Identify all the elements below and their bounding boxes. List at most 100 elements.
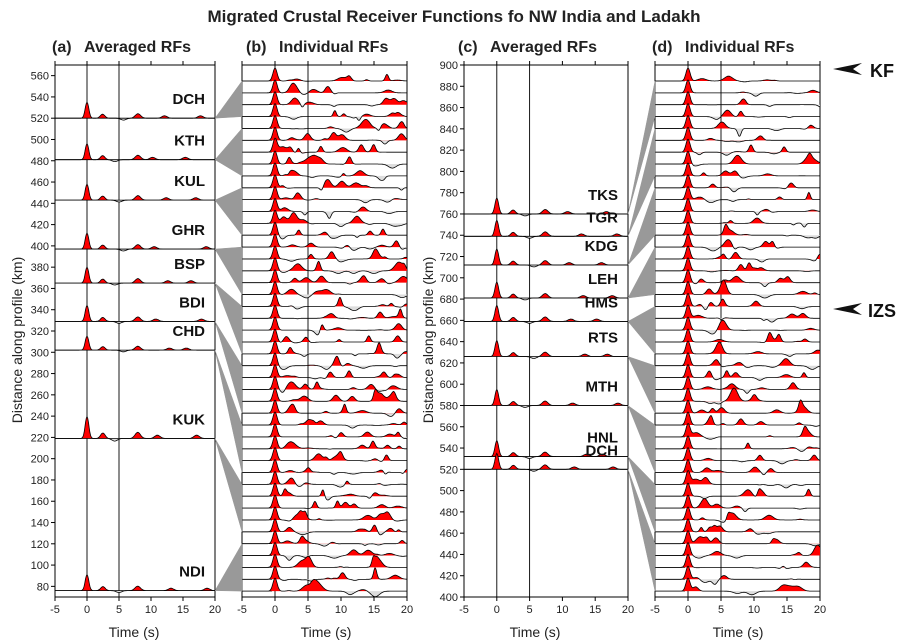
individual-rf-positive-fill <box>655 495 820 509</box>
x-tick-label: 5 <box>527 604 533 616</box>
individual-rf-trace <box>242 340 408 359</box>
individual-rf-positive-fill <box>655 151 820 165</box>
y-tick-label: 440 <box>440 549 458 561</box>
individual-rf-positive-fill <box>655 412 820 426</box>
cd-connector-kdg <box>627 187 656 266</box>
individual-rf-positive-fill <box>655 68 820 81</box>
individual-rf-trace <box>655 279 820 299</box>
panel-c-xlabel: Time (s) <box>510 624 561 640</box>
x-tick-label: 0 <box>84 604 90 616</box>
individual-rf-negative-fill <box>242 175 407 181</box>
individual-rf-negative-fill <box>242 116 407 121</box>
individual-rf-trace <box>655 364 820 381</box>
station-label-bdi: BDI <box>179 294 205 311</box>
individual-rf-positive-fill <box>655 210 820 224</box>
x-tick-label: 10 <box>335 604 347 616</box>
station-label-kdg: KDG <box>585 238 618 255</box>
y-tick-label: 880 <box>440 81 458 93</box>
y-tick-label: 800 <box>440 166 458 178</box>
individual-rf-trace <box>242 423 408 439</box>
ab-connector-bdi <box>214 321 243 414</box>
y-tick-label: 520 <box>440 464 458 476</box>
individual-rf-positive-fill <box>242 246 407 259</box>
individual-rf-trace <box>242 245 408 263</box>
individual-rf-positive-fill <box>242 293 407 307</box>
individual-rf-negative-fill <box>242 258 407 262</box>
individual-rf-positive-fill <box>655 115 820 129</box>
individual-rf-trace <box>655 221 821 239</box>
individual-rf-positive-fill <box>242 364 407 378</box>
station-label-kuk: KUK <box>173 411 206 428</box>
individual-rf-positive-fill <box>242 257 407 271</box>
x-tick-label: 5 <box>718 604 724 616</box>
individual-rf-positive-fill <box>655 139 820 153</box>
y-tick-label: 480 <box>440 507 458 519</box>
individual-rf-positive-fill <box>655 317 820 331</box>
individual-rf-negative-fill <box>655 365 820 370</box>
individual-rf-positive-fill <box>655 447 820 461</box>
individual-rf-trace <box>655 304 820 323</box>
ab-connector-dch <box>214 80 243 119</box>
individual-rf-negative-fill <box>242 365 407 370</box>
individual-rf-negative-fill <box>655 223 820 228</box>
individual-rf-trace <box>655 233 820 252</box>
y-tick-label: 300 <box>31 347 49 359</box>
x-tick-label: -5 <box>237 604 247 616</box>
avg-rf-dch-positive-fill <box>55 102 215 119</box>
individual-rf-trace <box>655 340 821 357</box>
individual-rf-negative-fill <box>242 211 407 219</box>
x-tick-label: 20 <box>622 604 634 616</box>
panel-a-ylabel: Distance along profile (km) <box>9 257 25 424</box>
y-tick-label: 500 <box>31 134 49 146</box>
individual-rf-trace <box>655 257 820 273</box>
individual-rf-positive-fill <box>655 566 820 580</box>
x-tick-label: 5 <box>305 604 311 616</box>
individual-rf-positive-fill <box>655 554 820 568</box>
individual-rf-negative-fill <box>655 140 820 142</box>
avg-rf-ghr-positive-fill <box>55 233 215 250</box>
individual-rf-positive-fill <box>242 518 407 532</box>
y-tick-label: 160 <box>31 496 49 508</box>
individual-rf-negative-fill <box>242 543 407 547</box>
y-tick-label: 840 <box>440 124 458 136</box>
individual-rf-positive-fill <box>242 447 407 461</box>
y-tick-label: 420 <box>31 220 49 232</box>
individual-rf-positive-fill <box>655 198 820 212</box>
individual-rf-negative-fill <box>242 591 407 597</box>
individual-rf-trace <box>655 197 821 216</box>
individual-rf-negative-fill <box>655 460 820 464</box>
individual-rf-positive-fill <box>655 376 820 390</box>
y-tick-label: 100 <box>31 560 49 572</box>
individual-rf-trace <box>242 91 408 108</box>
individual-rf-trace <box>242 209 408 228</box>
individual-rf-trace <box>242 103 408 121</box>
individual-rf-trace <box>655 328 820 343</box>
individual-rf-trace <box>242 328 407 344</box>
individual-rf-negative-fill <box>655 258 820 262</box>
individual-rf-negative-fill <box>655 306 820 310</box>
individual-rf-positive-fill <box>655 388 820 402</box>
y-tick-label: 260 <box>31 390 49 402</box>
individual-rf-negative-fill <box>242 294 407 298</box>
avg-rf-chd-positive-fill <box>55 336 215 351</box>
individual-rf-negative-fill <box>655 282 820 287</box>
individual-rf-positive-fill <box>242 483 407 497</box>
x-tick-label: 20 <box>814 604 826 616</box>
individual-rf-positive-fill <box>242 340 407 354</box>
individual-rf-trace <box>242 506 407 522</box>
ab-connector-kul <box>214 187 243 236</box>
cd-connector-dch <box>627 469 656 592</box>
individual-rf-positive-fill <box>242 186 407 200</box>
individual-rf-trace <box>655 577 820 596</box>
individual-rf-positive-fill <box>242 578 407 592</box>
y-tick-label: 220 <box>31 432 49 444</box>
panel-c-ylabel: Distance along profile (km) <box>420 257 436 424</box>
x-tick-label: 10 <box>556 604 568 616</box>
individual-rf-trace <box>242 304 408 320</box>
station-label-tgr: TGR <box>586 209 618 226</box>
x-tick-label: 15 <box>177 604 189 616</box>
y-tick-label: 460 <box>440 528 458 540</box>
individual-rf-trace <box>242 518 407 536</box>
individual-rf-positive-fill <box>242 79 407 93</box>
individual-rf-trace <box>242 137 407 154</box>
